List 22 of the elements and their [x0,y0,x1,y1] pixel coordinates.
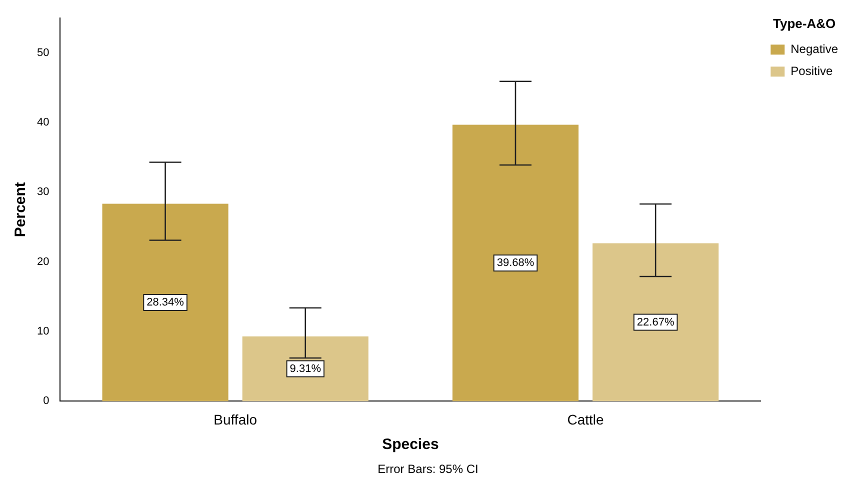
y-tick-label: 40 [36,116,50,129]
bar [592,243,719,402]
data-label: 28.34% [146,296,184,309]
text: Error Bars: 95% CI [376,462,480,476]
y-axis-title: Percent [12,182,30,238]
bar [452,124,579,402]
data-label: 22.67% [636,316,674,328]
y-tick-label: 10 [36,326,50,338]
legend-title: Type-A&O [773,16,836,32]
legend-label: Positive [790,64,833,78]
y-tick-label: 30 [36,186,50,198]
x-tick-label: Cattle [567,411,604,428]
data-label: 9.31% [290,362,322,375]
legend-label: Negative [790,42,838,56]
y-tick-label: 0 [43,395,50,408]
x-axis-title: Species [382,436,439,454]
data-label: 39.68% [496,257,534,269]
bar [242,336,368,402]
x-tick-label: Buffalo [214,411,258,428]
y-tick-label: 20 [36,256,50,268]
y-tick-label: 50 [36,46,50,59]
bar [102,204,228,402]
